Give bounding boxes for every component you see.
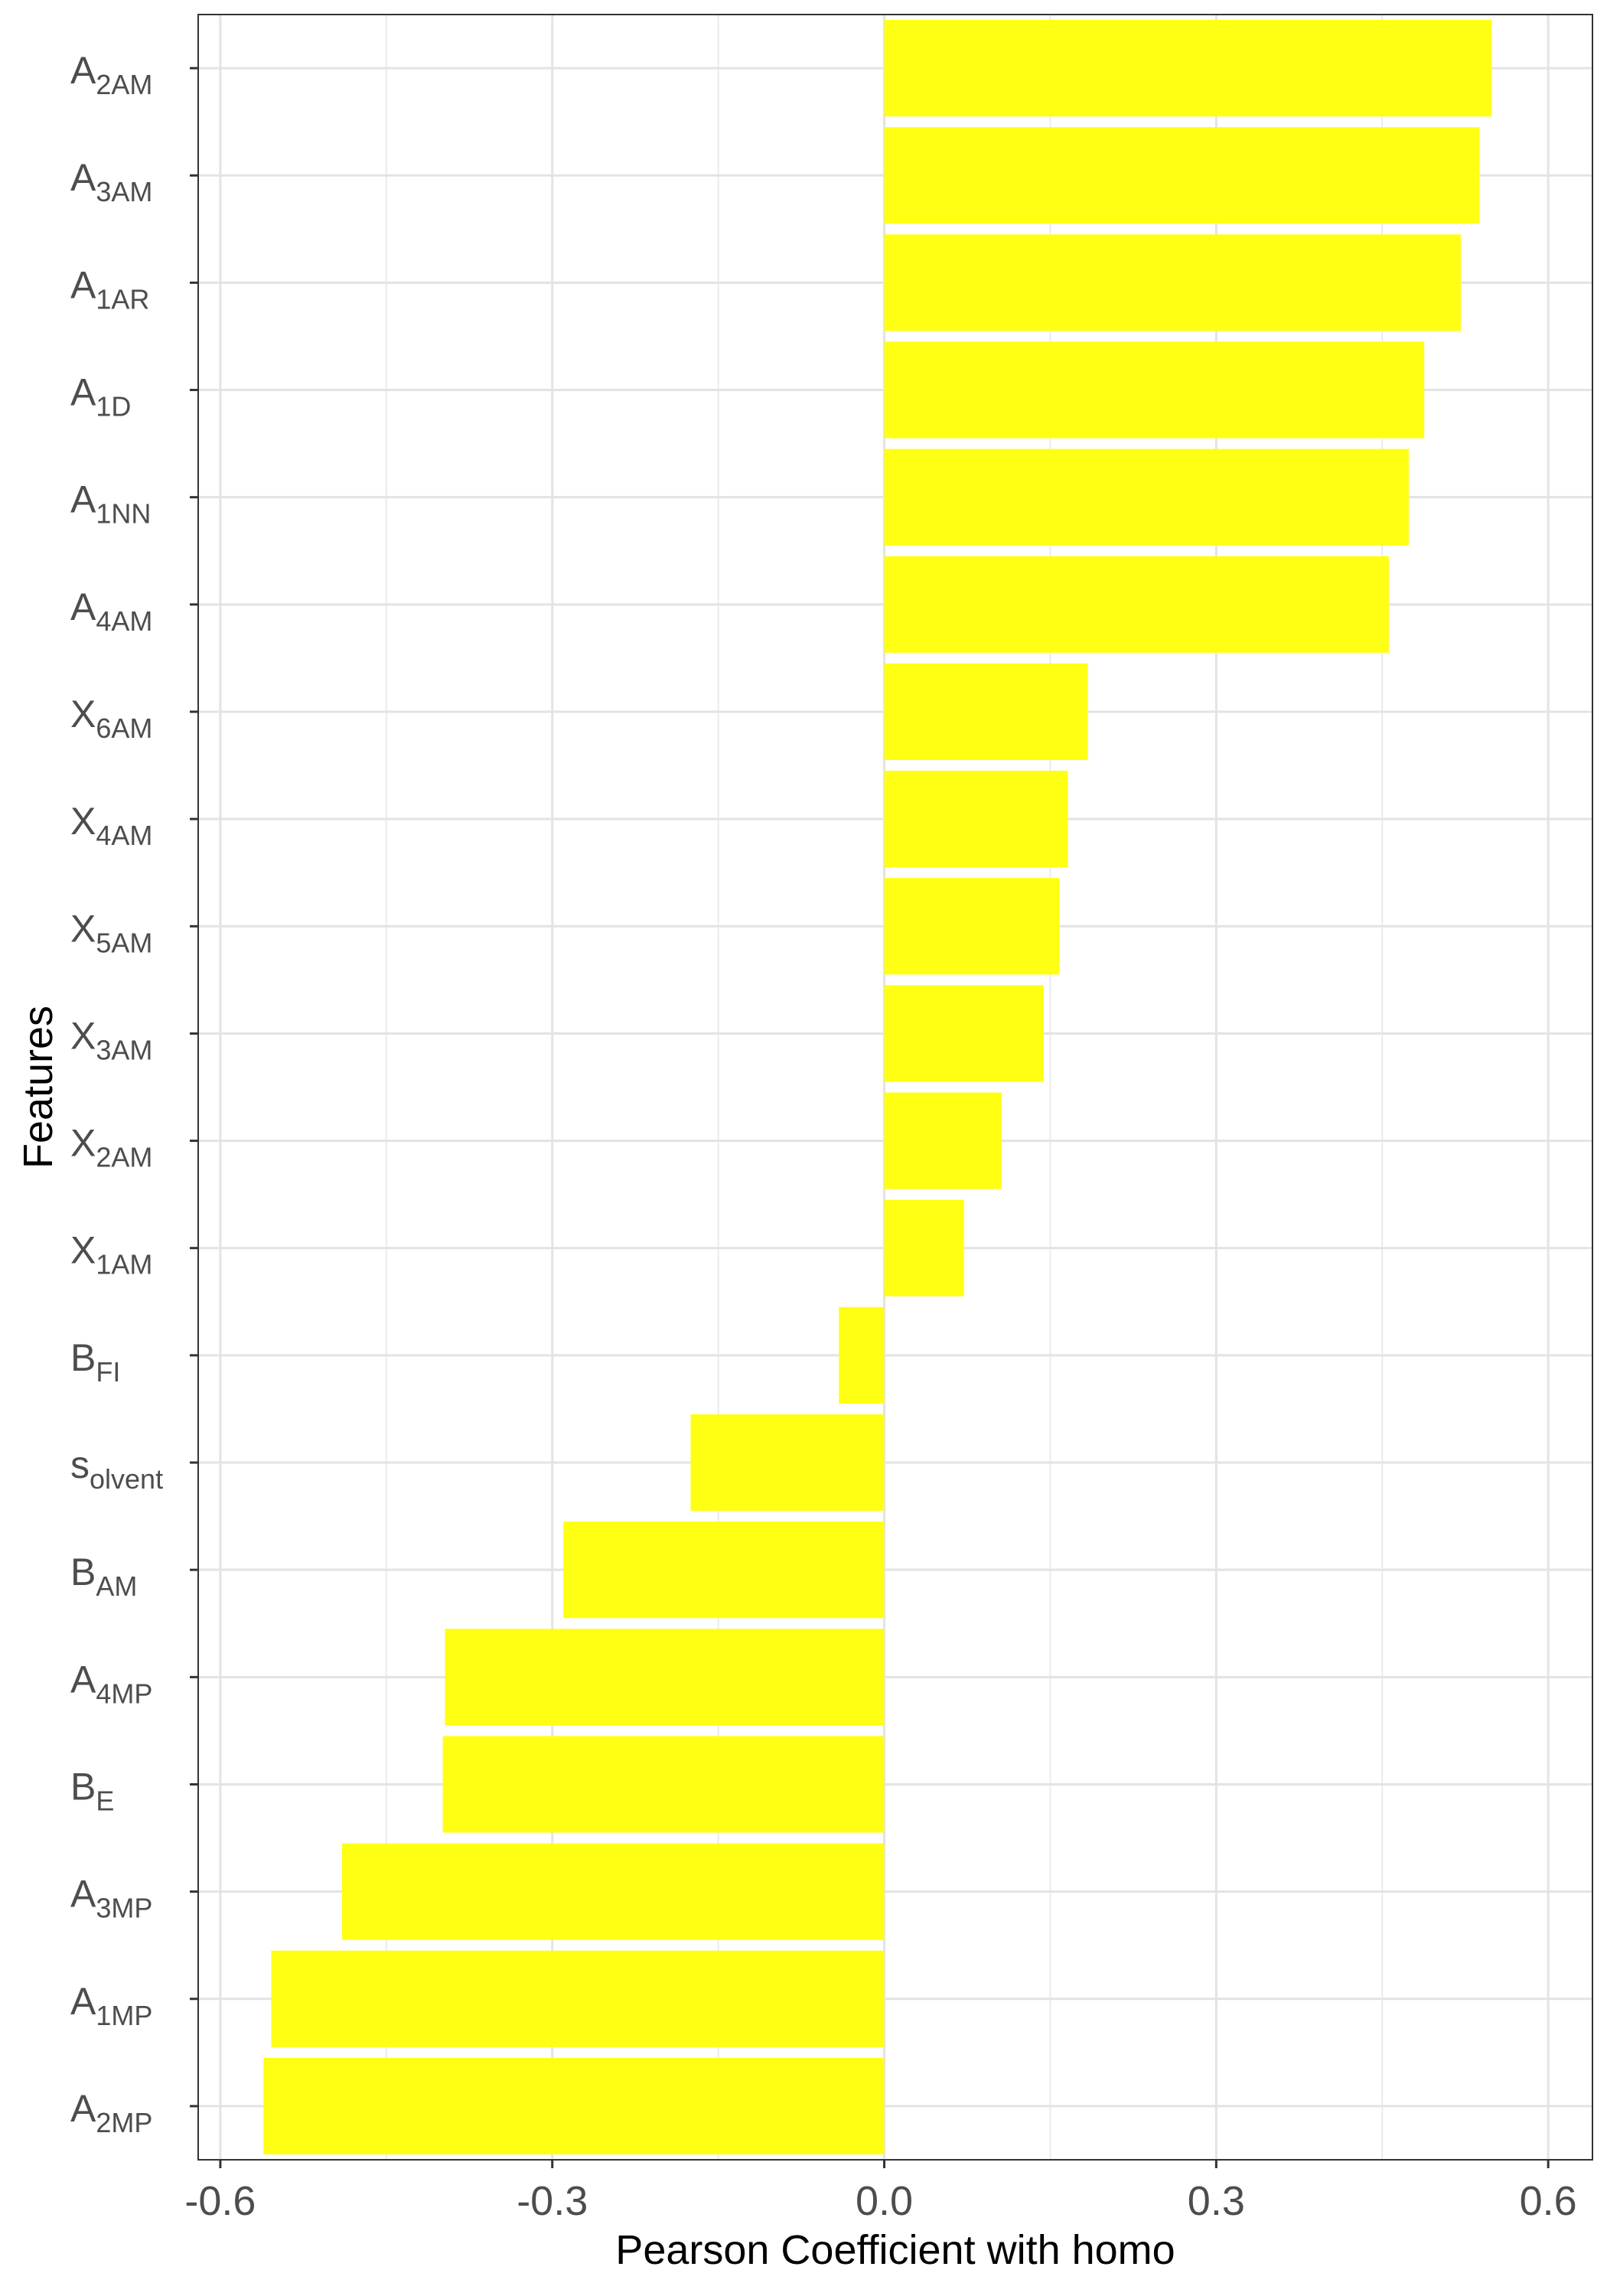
y-tick-label: A1D — [70, 371, 131, 422]
y-tick-label: BAM — [70, 1551, 137, 1602]
grid-layer — [198, 15, 1592, 2160]
bar-BFI — [839, 1306, 885, 1404]
x-axis-title: Pearson Coefficient with homo — [615, 2227, 1175, 2273]
x-tick-label: 0.6 — [1520, 2178, 1577, 2224]
bar-layer — [263, 20, 1492, 2154]
bar-BE — [442, 1736, 885, 1833]
x-tick-label: 0.0 — [856, 2178, 913, 2224]
bar-A1NN — [884, 448, 1409, 546]
bar-A3MP — [341, 1843, 885, 1940]
bar-A2AM — [884, 20, 1492, 117]
bar-X2AM — [884, 1092, 1002, 1189]
y-tick-label: X1AM — [70, 1229, 152, 1280]
y-tick-label: A2AM — [70, 49, 152, 100]
x-tick-label: -0.6 — [184, 2178, 256, 2224]
y-axis-title: Features — [15, 1006, 61, 1169]
y-tick-label: A1MP — [70, 1980, 152, 2031]
bar-A2MP — [263, 2057, 885, 2154]
panel-background — [198, 15, 1592, 2160]
y-tick-label: A4AM — [70, 585, 152, 637]
y-tick-label: A4MP — [70, 1658, 152, 1709]
y-tick-label: X5AM — [70, 907, 152, 958]
y-tick-label: A3MP — [70, 1873, 152, 1924]
axis-layer: A2AM A3AM A1AR A1D A1NN A4AM X6AM X4AM X5AM X3AM X… — [70, 49, 1577, 2224]
bar-X4AM — [884, 771, 1068, 868]
bar-X3AM — [884, 985, 1044, 1082]
bar-A1MP — [271, 1950, 885, 2047]
panel-border — [197, 14, 1593, 2161]
y-tick-label: A2MP — [70, 2087, 152, 2138]
y-tick-label: solvent — [70, 1443, 163, 1495]
bar-A4MP — [445, 1629, 885, 1726]
y-tick-label: X3AM — [70, 1014, 152, 1065]
y-tick-label: X6AM — [70, 693, 152, 744]
bar-solvent — [690, 1414, 885, 1512]
bar-A4AM — [884, 556, 1389, 653]
bar-X5AM — [884, 878, 1060, 975]
y-tick-label: A1AR — [70, 263, 149, 315]
y-tick-label: A1NN — [70, 478, 151, 530]
x-tick-label: 0.3 — [1188, 2178, 1245, 2224]
bar-A1AR — [884, 234, 1461, 331]
y-tick-label: BFI — [70, 1336, 120, 1388]
bar-A1D — [884, 341, 1425, 439]
bar-X1AM — [884, 1199, 964, 1296]
bar-BAM — [563, 1521, 885, 1619]
y-tick-label: BE — [70, 1765, 114, 1816]
y-tick-label: X4AM — [70, 800, 152, 851]
bar-A3AM — [884, 127, 1480, 224]
y-tick-label: X2AM — [70, 1122, 152, 1173]
bar-X6AM — [884, 663, 1088, 761]
x-tick-label: -0.3 — [517, 2178, 588, 2224]
y-tick-label: A3AM — [70, 156, 152, 207]
